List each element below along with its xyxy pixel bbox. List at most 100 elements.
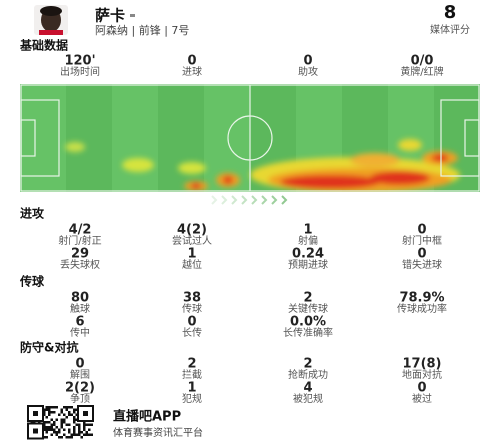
- qr-cell: [88, 433, 91, 436]
- qr-cell: [75, 423, 78, 426]
- qr-cell: [73, 418, 76, 421]
- stat-value: 2(2): [65, 381, 95, 396]
- qr-cell: [45, 408, 48, 411]
- stat-value: 0: [417, 223, 426, 238]
- qr-cell: [60, 418, 63, 421]
- qr-cell: [85, 431, 88, 434]
- qr-cell: [75, 433, 78, 436]
- qr-cell: [70, 413, 73, 416]
- qr-cell: [45, 426, 48, 429]
- stat-label: 被过: [412, 392, 432, 405]
- qr-cell: [33, 421, 36, 424]
- stat-label: 尝试过人: [172, 234, 212, 247]
- qr-cell: [83, 433, 86, 436]
- qr-cell: [50, 423, 53, 426]
- qr-cell: [78, 428, 81, 431]
- player-subtitle: 阿森纳 | 前锋 | 7号: [95, 23, 189, 37]
- stat-label: 犯规: [182, 392, 202, 405]
- qr-cell: [45, 436, 48, 439]
- stat-value: 80: [71, 291, 89, 306]
- qr-cell: [68, 411, 71, 414]
- qr-cell: [55, 406, 58, 409]
- qr-cell: [83, 423, 86, 426]
- qr-cell: [73, 426, 76, 429]
- qr-cell: [55, 426, 58, 429]
- qr-cell: [48, 406, 51, 409]
- qr-cell: [58, 428, 61, 431]
- qr-cell: [83, 428, 86, 431]
- qr-cell: [65, 416, 68, 419]
- stat-label: 长传: [182, 327, 202, 339]
- stat-label: 被犯规: [293, 392, 323, 405]
- qr-cell: [48, 428, 51, 431]
- section-title: 传球: [19, 274, 45, 289]
- qr-cell: [48, 421, 51, 424]
- qr-cell: [70, 436, 73, 439]
- section-title: 进攻: [20, 206, 45, 221]
- qr-cell: [55, 431, 58, 434]
- qr-cell: [73, 433, 76, 436]
- stat-label: 解围: [70, 368, 90, 381]
- stat-value: 0: [303, 54, 312, 69]
- qr-cell: [43, 428, 46, 431]
- qr-cell: [53, 423, 56, 426]
- stat-label: 传中: [70, 326, 90, 339]
- qr-cell: [60, 426, 63, 429]
- stat-value: 0.24: [292, 247, 324, 262]
- qr-cell: [53, 431, 56, 434]
- qr-cell: [48, 411, 51, 414]
- qr-cell: [90, 423, 93, 426]
- stat-value: 0: [75, 357, 84, 372]
- stat-value: 1: [187, 381, 196, 396]
- qr-finder-dot: [83, 411, 88, 416]
- qr-cell: [60, 408, 63, 411]
- stat-label: 射门/射正: [58, 234, 101, 247]
- stat-value: 1: [303, 223, 312, 238]
- stat-value: 2: [303, 291, 312, 306]
- stat-label: 射偏: [298, 234, 318, 247]
- qr-cell: [63, 421, 66, 424]
- stat-value: 4(2): [177, 223, 207, 238]
- qr-cell: [63, 433, 66, 436]
- stat-value: 0/0: [411, 54, 434, 69]
- stat-label: 进球: [182, 65, 202, 78]
- qr-cell: [90, 433, 93, 436]
- qr-cell: [43, 411, 46, 414]
- stat-value: 4/2: [69, 223, 92, 238]
- qr-cell: [58, 413, 61, 416]
- qr-cell: [78, 433, 81, 436]
- qr-cell: [73, 408, 76, 411]
- stat-value: 6: [75, 315, 84, 330]
- qr-cell: [43, 413, 46, 416]
- qr-cell: [78, 423, 81, 426]
- avatar: [34, 5, 68, 35]
- qr-cell: [50, 426, 53, 429]
- stat-label: 地面对抗: [402, 368, 442, 381]
- stat-label: 错失进球: [402, 258, 442, 271]
- app-tagline: 体育赛事资讯汇平台: [113, 426, 203, 439]
- qr-cell: [58, 436, 61, 439]
- stat-label: 长传准确率: [283, 326, 333, 339]
- stat-label: 抢断成功: [288, 368, 328, 381]
- qr-cell: [68, 413, 71, 416]
- flag-icon: [130, 14, 135, 17]
- qr-cell: [45, 421, 48, 424]
- stat-label: 争顶: [70, 392, 90, 405]
- qr-cell: [85, 433, 88, 436]
- qr-cell: [45, 406, 48, 409]
- qr-cell: [63, 406, 66, 409]
- qr-cell: [65, 436, 68, 439]
- qr-cell: [88, 428, 91, 431]
- qr-cell: [73, 411, 76, 414]
- stat-value: 2: [303, 357, 312, 372]
- qr-cell: [85, 423, 88, 426]
- qr-cell: [45, 431, 48, 434]
- qr-cell: [43, 421, 46, 424]
- qr-code: [27, 405, 94, 440]
- stat-value: 0: [187, 54, 196, 69]
- player-name: 萨卡: [95, 7, 125, 25]
- stat-value: 78.9%: [399, 291, 444, 306]
- stat-value: 17(8): [402, 357, 441, 372]
- qr-cell: [83, 421, 86, 424]
